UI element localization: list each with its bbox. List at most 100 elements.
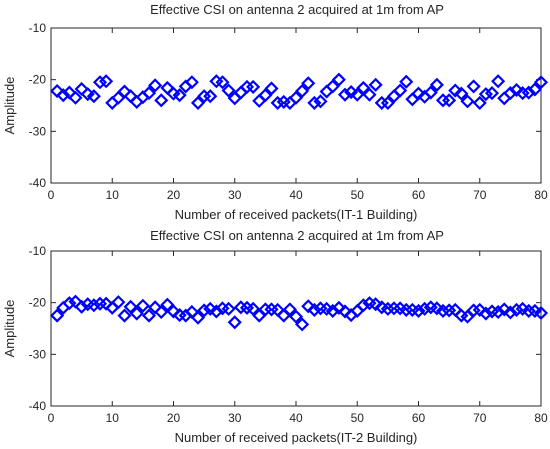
data-point-diamond — [56, 88, 71, 103]
data-point-diamond — [399, 74, 414, 89]
ticks-bottom: 0 10 20 30 40 50 60 70 80 -10 -20 -30 -40 — [29, 244, 548, 425]
data-point-diamond — [478, 87, 493, 102]
data-point-diamond — [92, 75, 108, 90]
data-point-diamond — [141, 86, 157, 101]
data-point-diamond — [454, 86, 469, 101]
data-point-diamond — [197, 303, 212, 318]
data-point-diamond — [154, 304, 169, 320]
data-point-diamond — [258, 88, 273, 103]
chart-title-bottom: Effective CSI on antenna 2 acquired at 1… — [150, 228, 444, 243]
data-point-diamond — [99, 296, 114, 311]
data-point-diamond — [246, 301, 261, 316]
data-point-diamond — [135, 298, 150, 313]
data-point-diamond — [282, 302, 297, 317]
y-tick-label: -20 — [29, 73, 47, 87]
y-tick-label: -30 — [29, 124, 47, 138]
data-point-diamond — [215, 75, 230, 90]
data-point-diamond — [472, 95, 487, 110]
data-point-diamond — [362, 87, 377, 102]
data-point-diamond — [166, 304, 181, 319]
data-point-diamond — [448, 83, 463, 98]
data-point-diamond — [190, 310, 206, 325]
data-point-diamond — [129, 306, 144, 321]
data-point-diamond — [295, 83, 310, 99]
data-point-diamond — [527, 82, 542, 97]
data-point-diamond — [190, 95, 206, 110]
data-point-diamond — [307, 302, 322, 317]
data-point-diamond — [533, 305, 549, 321]
data-point-diamond — [117, 308, 132, 323]
data-point-diamond — [393, 83, 408, 98]
ticks-top: 0 10 20 30 40 50 60 70 80 -10 -20 -30 -40 — [29, 21, 548, 202]
data-point-diamond — [86, 89, 101, 104]
data-point-diamond — [491, 304, 506, 320]
data-point-diamond — [460, 94, 475, 109]
data-point-diamond — [337, 304, 353, 319]
data-point-diamond — [472, 302, 487, 317]
x-tick-label: 0 — [48, 411, 55, 425]
data-point-diamond — [74, 299, 89, 314]
x-tick-label: 70 — [473, 188, 487, 202]
y-axis-label-top: Amplitude — [2, 77, 17, 135]
data-point-diamond — [221, 301, 236, 316]
data-point-diamond — [160, 297, 175, 312]
data-point-diamond — [380, 95, 395, 110]
data-point-diamond — [515, 86, 530, 101]
data-point-diamond — [429, 77, 444, 92]
data-point-diamond — [466, 79, 481, 94]
x-tick-label: 40 — [289, 411, 303, 425]
x-tick-label: 60 — [412, 411, 426, 425]
chart-panel-top: Effective CSI on antenna 2 acquired at 1… — [2, 2, 549, 222]
x-tick-label: 80 — [534, 411, 548, 425]
data-point-diamond — [99, 74, 114, 89]
data-point-diamond — [497, 302, 512, 317]
data-point-diamond — [270, 95, 285, 110]
x-tick-label: 20 — [167, 188, 181, 202]
data-point-diamond — [50, 83, 65, 99]
data-point-diamond — [62, 296, 77, 311]
data-point-diamond — [423, 85, 438, 100]
data-point-diamond — [221, 83, 236, 98]
data-point-diamond — [509, 82, 524, 98]
data-point-diamond — [184, 75, 199, 90]
y-tick-label: -10 — [29, 21, 47, 35]
x-tick-label: 10 — [106, 188, 120, 202]
y-axis-label-bottom: Amplitude — [2, 300, 17, 358]
data-point-diamond — [209, 304, 224, 319]
data-point-diamond — [154, 93, 169, 108]
data-point-diamond — [264, 81, 279, 96]
data-point-diamond — [307, 95, 322, 110]
x-tick-label: 20 — [167, 411, 181, 425]
data-point-diamond — [148, 78, 163, 93]
data-point-diamond — [368, 297, 383, 312]
data-point-diamond — [68, 90, 83, 105]
data-point-diamond — [246, 79, 261, 94]
data-point-diamond — [411, 303, 426, 318]
y-tick-label: -40 — [29, 399, 47, 413]
data-point-diamond — [350, 87, 365, 102]
x-tick-label: 50 — [351, 411, 365, 425]
data-point-diamond — [301, 299, 316, 314]
x-axis-label-top: Number of received packets(IT-1 Building… — [175, 207, 418, 222]
data-point-diamond — [172, 88, 187, 103]
data-point-diamond — [491, 74, 506, 89]
x-tick-label: 10 — [106, 411, 120, 425]
data-point-diamond — [111, 295, 126, 310]
data-point-diamond — [466, 303, 481, 318]
data-point-diamond — [313, 94, 328, 109]
data-point-diamond — [478, 306, 493, 321]
data-point-diamond — [503, 86, 518, 101]
data-point-diamond — [123, 299, 138, 314]
x-tick-label: 30 — [228, 411, 242, 425]
data-point-diamond — [509, 302, 524, 317]
x-axis-label-bottom: Number of received packets(IT-2 Building… — [175, 430, 418, 445]
plot-area-bottom — [50, 250, 542, 407]
data-point-diamond — [411, 86, 426, 101]
x-tick-label: 80 — [534, 188, 548, 202]
data-point-diamond — [288, 90, 304, 105]
y-tick-label: -30 — [29, 347, 47, 361]
x-tick-label: 70 — [473, 411, 487, 425]
data-point-diamond — [141, 308, 157, 323]
data-point-diamond — [417, 301, 432, 316]
data-point-diamond — [368, 77, 383, 92]
